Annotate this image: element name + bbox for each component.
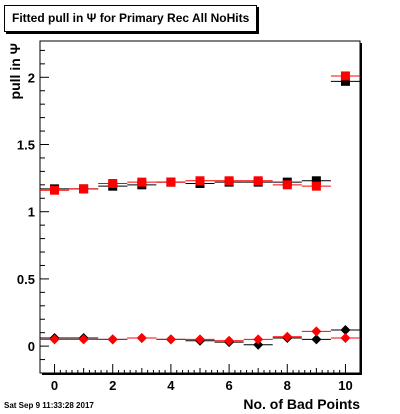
data-point-diamond (340, 324, 351, 335)
plot-frame (39, 40, 361, 374)
y-tick-label: 1.5 (17, 137, 35, 152)
timestamp: Sat Sep 9 11:33:28 2017 (4, 401, 94, 410)
data-point-square (166, 177, 176, 187)
y-tick-label: 2 (28, 70, 35, 85)
data-point-diamond (195, 334, 205, 345)
y-tick-label: 0.5 (17, 272, 35, 287)
data-point-diamond (253, 339, 264, 350)
x-tick-label: 2 (109, 378, 116, 393)
data-point-square (311, 181, 321, 191)
y-tick-label: 0 (28, 339, 35, 354)
data-point-square (311, 176, 321, 186)
data-point-diamond (107, 334, 118, 345)
data-point-diamond (78, 334, 89, 345)
y-axis-label: pull in Ψ (7, 43, 23, 99)
data-point-diamond (340, 333, 351, 344)
data-point-square (108, 178, 118, 188)
data-point-diamond (49, 334, 60, 345)
data-point-diamond (224, 335, 235, 346)
y-tick-label: 1 (28, 205, 35, 220)
data-point-diamond (253, 334, 264, 345)
data-point-diamond (136, 333, 147, 344)
data-point-diamond (311, 334, 322, 345)
data-point-square (340, 71, 350, 81)
data-point-square (79, 184, 89, 194)
x-tick-label: 0 (51, 378, 58, 393)
data-point-square (340, 76, 350, 86)
x-tick-label: 10 (338, 378, 352, 393)
data-point-square (282, 180, 292, 190)
data-point-square (195, 176, 205, 186)
x-tick-label: 8 (284, 378, 291, 393)
x-tick-label: 4 (167, 378, 175, 393)
data-point-square (224, 176, 234, 186)
data-point-square (137, 177, 147, 187)
data-point-diamond (282, 331, 293, 342)
x-tick-label: 6 (225, 378, 232, 393)
data-point-diamond (165, 334, 176, 345)
data-point-square (253, 176, 263, 186)
chart-title: Fitted pull in Ψ for Primary Rec All NoH… (4, 5, 258, 32)
data-point-diamond (311, 326, 322, 337)
data-point-square (50, 185, 60, 195)
x-axis-label: No. of Bad Points (243, 396, 360, 412)
